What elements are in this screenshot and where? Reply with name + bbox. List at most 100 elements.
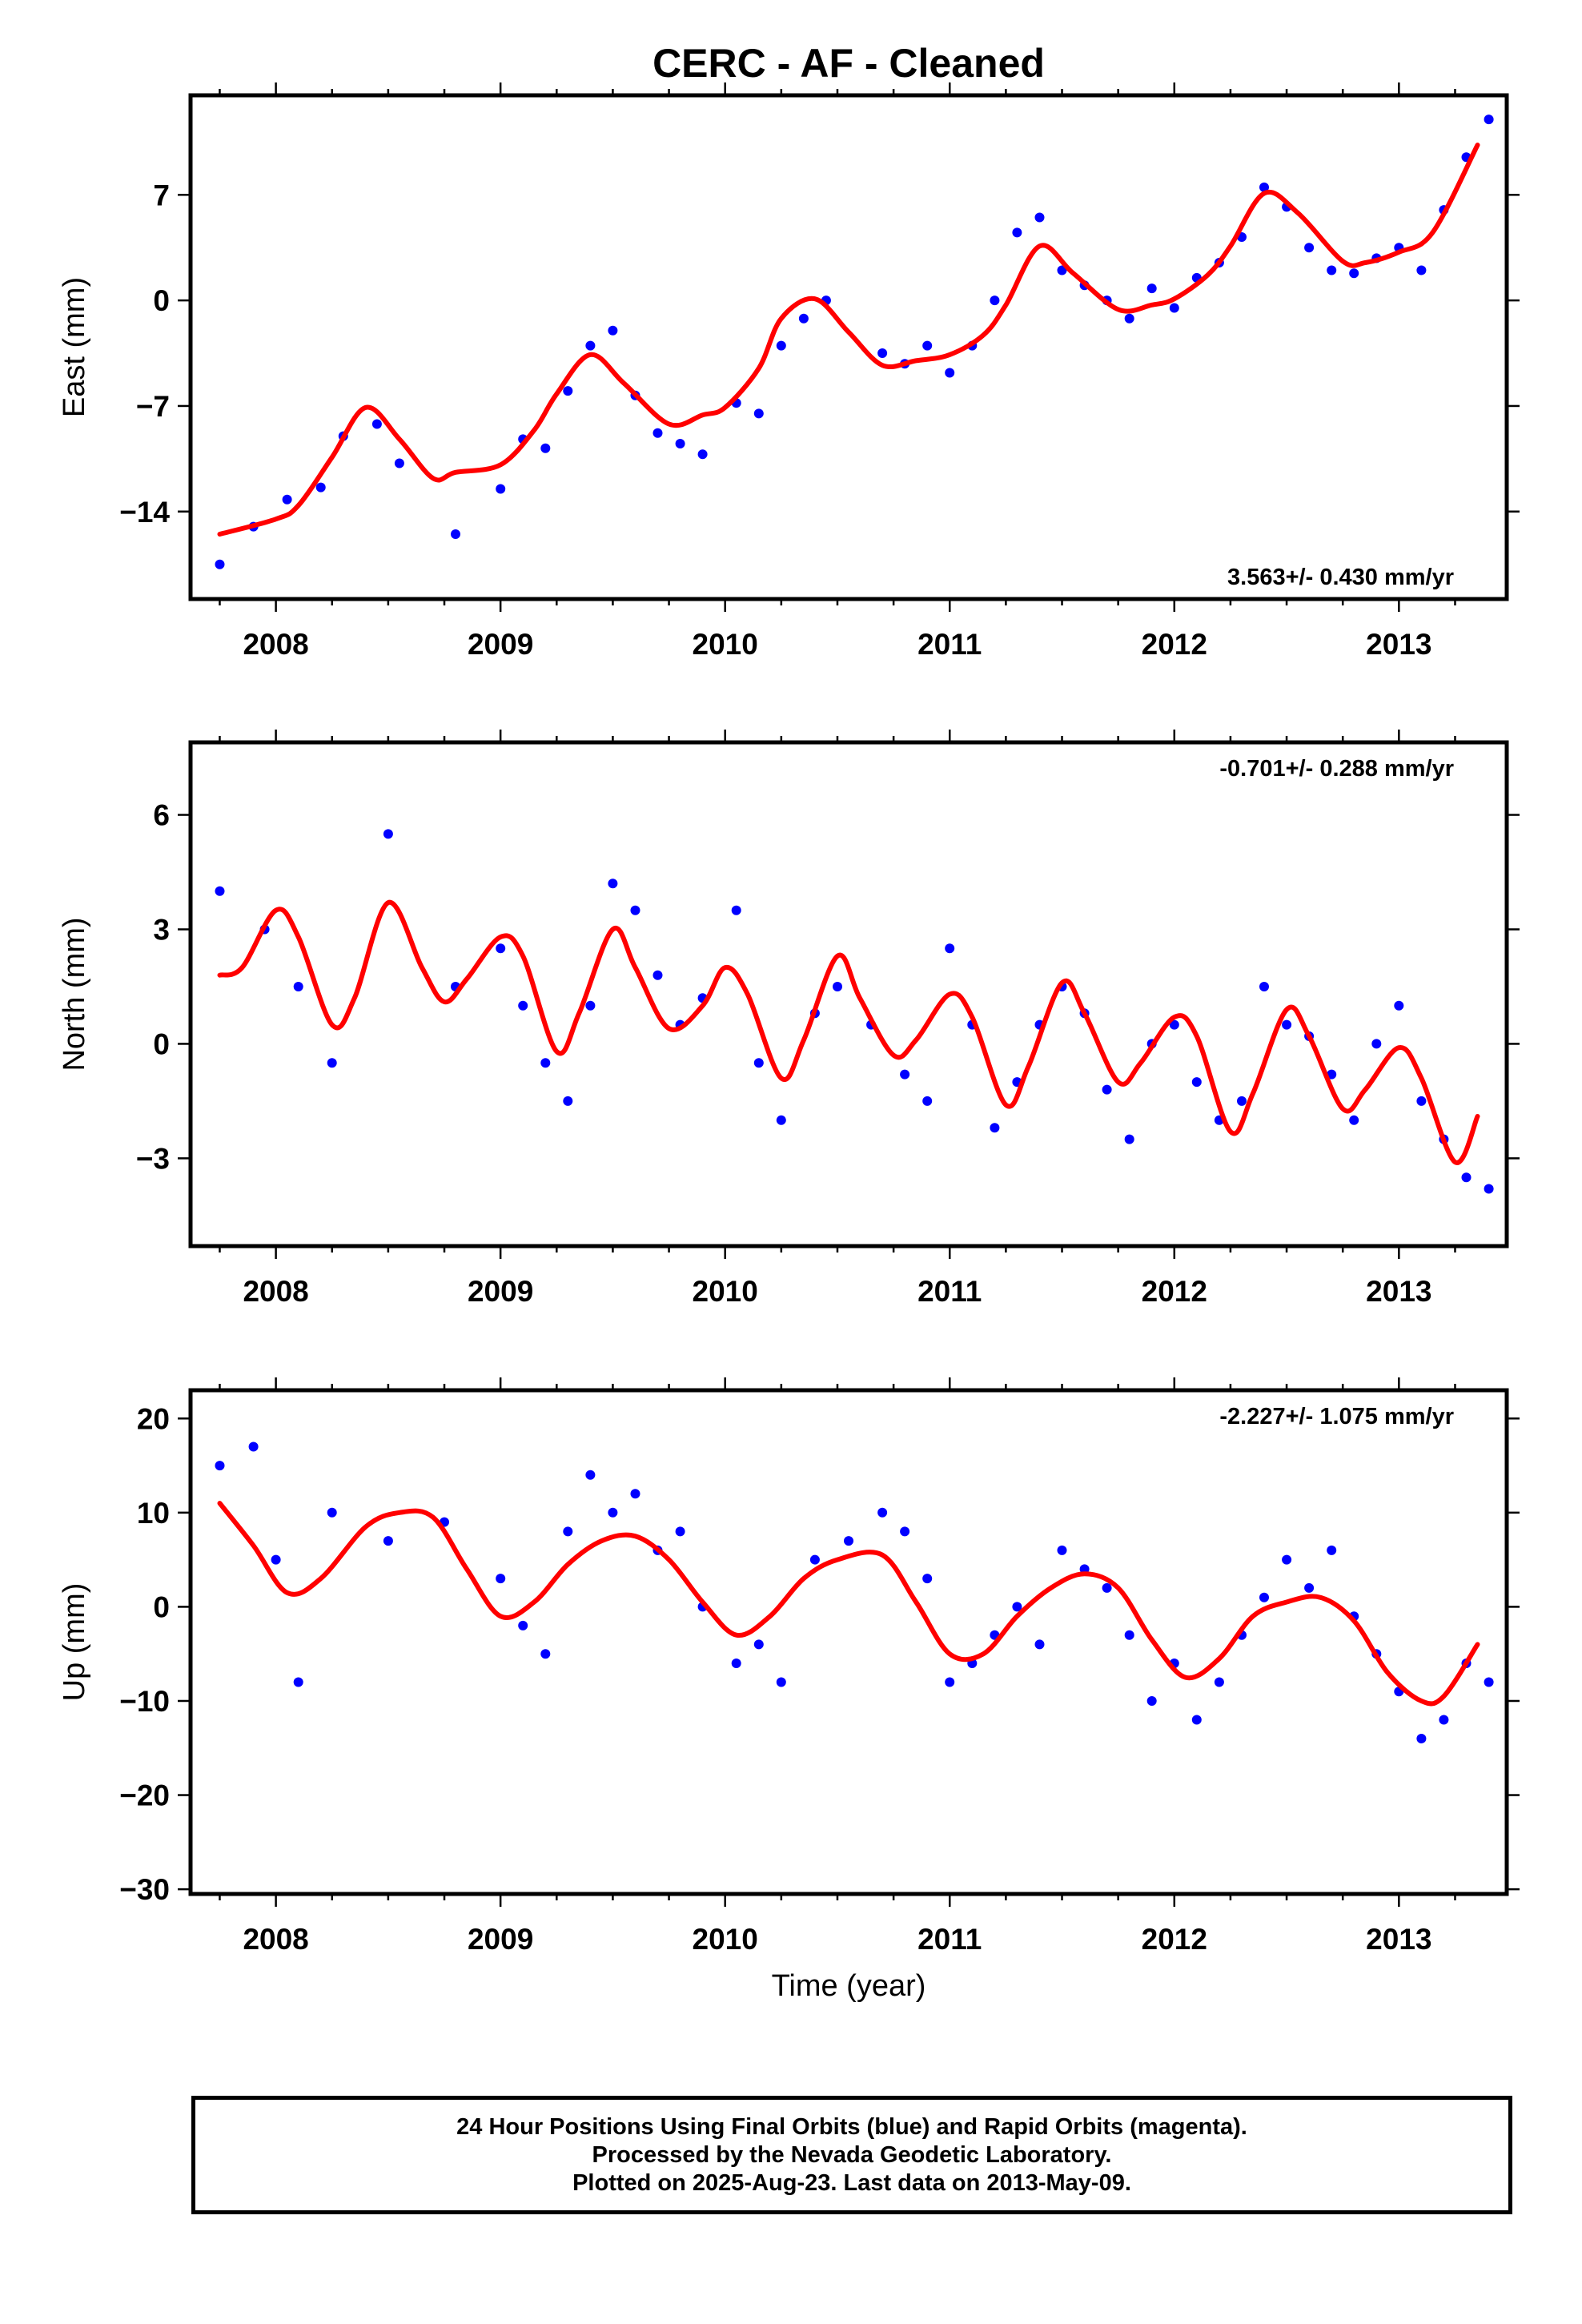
up-x-tick-label: 2012 bbox=[1142, 1923, 1207, 1956]
east-y-axis-label: East (mm) bbox=[58, 277, 91, 417]
east-data-point bbox=[1012, 227, 1022, 238]
north-frame bbox=[188, 740, 1509, 1248]
north-y-axis-label: North (mm) bbox=[58, 917, 91, 1071]
east-data-point bbox=[1169, 303, 1179, 313]
east-data-point bbox=[1327, 265, 1337, 275]
north-data-point bbox=[1371, 1039, 1382, 1049]
east-data-layer bbox=[215, 115, 1494, 569]
north-data-point bbox=[833, 982, 842, 991]
panel-up: 2008 2009 2010 2011 2012 201320100−10−20−30Up… bbox=[58, 1377, 1520, 1956]
east-data-point bbox=[540, 443, 551, 453]
north-data-point bbox=[1349, 1115, 1359, 1125]
east-data-point bbox=[1259, 182, 1269, 192]
caption-line-3: Plotted on 2025-Aug-23. Last data on 201… bbox=[572, 2169, 1131, 2196]
up-data-point bbox=[1214, 1677, 1224, 1687]
up-data-point bbox=[293, 1677, 303, 1687]
east-data-point bbox=[697, 449, 708, 460]
east-y-tick-label: −14 bbox=[119, 496, 170, 529]
up-data-point bbox=[809, 1554, 820, 1565]
up-data-point bbox=[1034, 1639, 1045, 1650]
north-data-point bbox=[327, 1058, 337, 1068]
east-data-point bbox=[798, 313, 809, 324]
north-data-point bbox=[630, 905, 640, 915]
north-data-point bbox=[776, 1115, 786, 1125]
up-data-point bbox=[1484, 1677, 1494, 1687]
east-data-point bbox=[394, 458, 404, 468]
east-data-point bbox=[753, 408, 764, 419]
north-data-point bbox=[1259, 982, 1269, 991]
up-x-tick-label: 2010 bbox=[693, 1923, 758, 1956]
east-x-tick-label: 2012 bbox=[1142, 628, 1207, 661]
north-y-tick-label: 6 bbox=[153, 799, 170, 832]
north-data-point bbox=[652, 970, 663, 980]
east-data-point bbox=[922, 340, 933, 351]
north-x-tick-label: 2012 bbox=[1142, 1275, 1207, 1308]
caption-line-1: 24 Hour Positions Using Final Orbits (bl… bbox=[456, 2113, 1247, 2140]
up-x-tick-label: 2011 bbox=[917, 1923, 982, 1956]
north-data-point bbox=[585, 1000, 596, 1011]
north-data-layer bbox=[215, 829, 1494, 1194]
north-data-point bbox=[1282, 1019, 1292, 1030]
east-data-point bbox=[877, 348, 888, 358]
up-data-point bbox=[271, 1554, 281, 1565]
up-y-tick-label: 10 bbox=[137, 1497, 170, 1530]
north-y-tick-label: 0 bbox=[153, 1027, 170, 1060]
north-data-point bbox=[1461, 1172, 1472, 1183]
up-y-tick-label: 20 bbox=[137, 1402, 170, 1435]
north-y-tick-label: −3 bbox=[136, 1142, 170, 1175]
up-data-point bbox=[1327, 1545, 1337, 1555]
north-data-point bbox=[1416, 1096, 1427, 1106]
north-data-point bbox=[1102, 1084, 1112, 1095]
east-x-tick-label: 2009 bbox=[468, 628, 533, 661]
north-x-tick-label: 2011 bbox=[917, 1275, 982, 1308]
north-data-point bbox=[1484, 1184, 1494, 1194]
north-data-point bbox=[563, 1096, 573, 1106]
up-y-tick-label: −20 bbox=[119, 1779, 170, 1812]
up-data-point bbox=[1124, 1630, 1134, 1640]
north-data-point bbox=[900, 1069, 910, 1080]
up-data-point bbox=[1012, 1602, 1022, 1612]
north-data-point bbox=[518, 1000, 528, 1011]
north-x-tick-label: 2010 bbox=[693, 1275, 758, 1308]
east-y-tick-label: 7 bbox=[153, 179, 170, 211]
east-model-curve bbox=[217, 143, 1480, 537]
up-x-tick-label: 2009 bbox=[468, 1923, 533, 1956]
north-data-point bbox=[1124, 1134, 1134, 1144]
up-data-point bbox=[215, 1461, 225, 1471]
north-data-point bbox=[293, 982, 303, 991]
east-data-point bbox=[371, 419, 382, 429]
up-data-point bbox=[383, 1536, 393, 1546]
up-data-point bbox=[563, 1526, 573, 1537]
north-rate-label: -0.701+/- 0.288 mm/yr bbox=[1219, 756, 1454, 782]
up-data-point bbox=[1439, 1715, 1449, 1725]
east-data-point bbox=[451, 529, 460, 539]
up-data-point bbox=[731, 1659, 741, 1668]
north-data-point bbox=[608, 879, 618, 889]
north-data-point bbox=[1394, 1000, 1404, 1011]
east-rate-label: 3.563+/- 0.430 mm/yr bbox=[1227, 565, 1454, 590]
east-data-point bbox=[776, 340, 786, 351]
up-model-curve bbox=[217, 1501, 1480, 1707]
up-y-tick-label: −30 bbox=[119, 1873, 170, 1906]
x-axis-label: Time (year) bbox=[772, 1969, 926, 2003]
east-data-point bbox=[652, 428, 663, 438]
east-data-point bbox=[675, 439, 685, 448]
caption-line-2: Processed by the Nevada Geodetic Laborat… bbox=[592, 2141, 1112, 2168]
east-data-point bbox=[1349, 268, 1359, 279]
north-data-point bbox=[922, 1096, 933, 1106]
up-x-tick-label: 2008 bbox=[243, 1923, 308, 1956]
east-x-tick-label: 2008 bbox=[243, 628, 308, 661]
north-x-tick-label: 2013 bbox=[1366, 1275, 1431, 1308]
east-data-point bbox=[215, 559, 225, 569]
up-data-point bbox=[776, 1677, 786, 1687]
east-data-point bbox=[990, 296, 1000, 306]
up-data-point bbox=[1146, 1696, 1157, 1706]
caption-box: 24 Hour Positions Using Final Orbits (bl… bbox=[191, 2096, 1512, 2214]
up-data-point bbox=[327, 1507, 337, 1518]
up-data-point bbox=[900, 1526, 910, 1537]
up-data-point bbox=[1057, 1545, 1067, 1555]
up-y-tick-label: −10 bbox=[119, 1685, 170, 1718]
east-data-point bbox=[1057, 265, 1067, 275]
east-data-point bbox=[1124, 313, 1134, 324]
up-data-point bbox=[1304, 1582, 1315, 1593]
